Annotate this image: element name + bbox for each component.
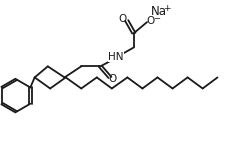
- Text: HN: HN: [109, 52, 124, 62]
- Text: O: O: [109, 74, 117, 84]
- Text: +: +: [163, 4, 170, 13]
- Text: O: O: [118, 14, 126, 24]
- Text: Na: Na: [151, 5, 167, 18]
- Text: −: −: [153, 14, 160, 23]
- Text: O: O: [146, 15, 154, 26]
